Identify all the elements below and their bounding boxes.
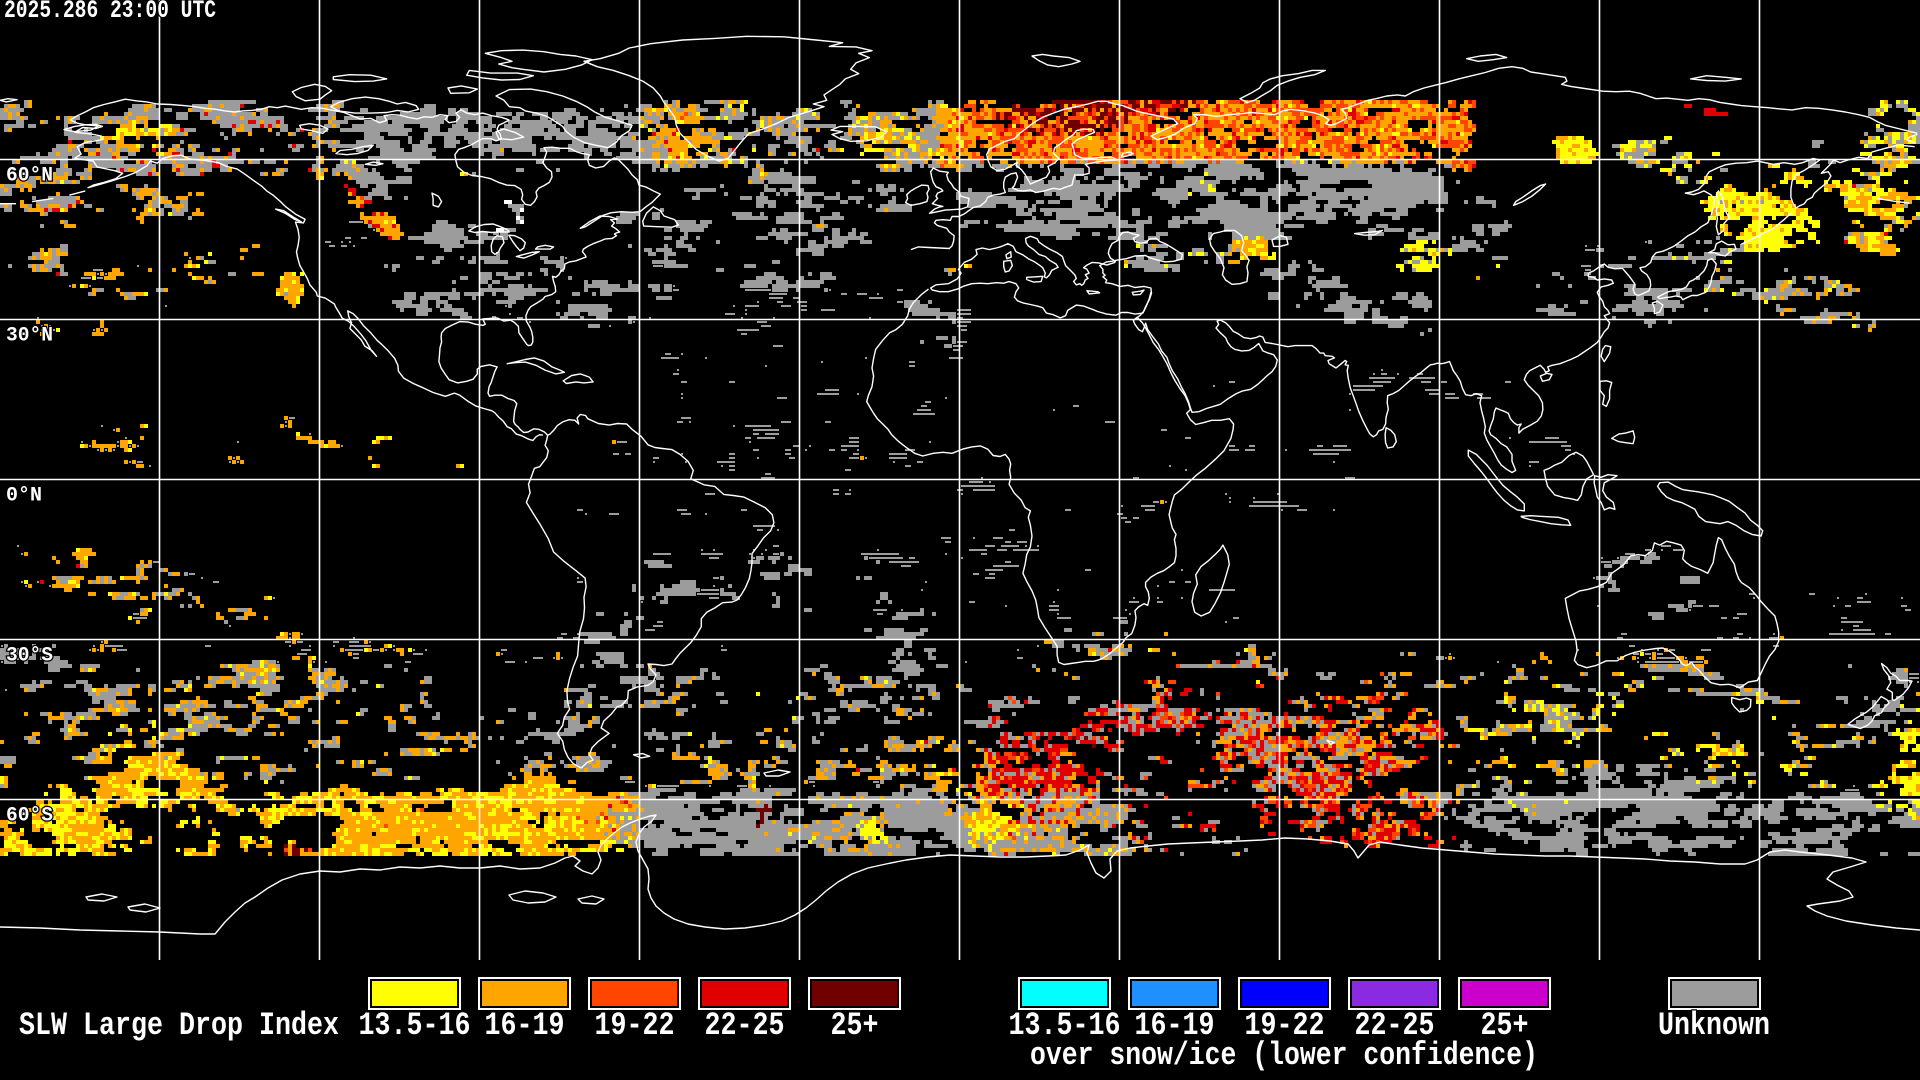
svg-text:2025.286 23:00 UTC: 2025.286 23:00 UTC [4, 0, 216, 25]
svg-text:over snow/ice (lower confidenc: over snow/ice (lower confidence) [1030, 1037, 1538, 1074]
svg-text:22-25: 22-25 [705, 1007, 785, 1044]
svg-text:25+: 25+ [831, 1007, 879, 1044]
svg-text:60°S: 60°S [6, 805, 53, 828]
svg-text:30°S: 30°S [6, 645, 53, 668]
svg-text:Unknown: Unknown [1658, 1007, 1770, 1044]
svg-text:13.5-16: 13.5-16 [1009, 1007, 1121, 1044]
svg-text:16-19: 16-19 [485, 1007, 565, 1044]
svg-text:22-25: 22-25 [1355, 1007, 1435, 1044]
svg-text:SLW Large Drop Index: SLW Large Drop Index [19, 1007, 339, 1044]
svg-text:19-22: 19-22 [595, 1007, 675, 1044]
svg-text:0°N: 0°N [6, 485, 42, 508]
svg-text:25+: 25+ [1481, 1007, 1529, 1044]
svg-text:60°N: 60°N [6, 165, 53, 188]
svg-text:16-19: 16-19 [1135, 1007, 1215, 1044]
svg-text:19-22: 19-22 [1245, 1007, 1325, 1044]
svg-text:13.5-16: 13.5-16 [359, 1007, 471, 1044]
svg-text:30°N: 30°N [6, 325, 53, 348]
